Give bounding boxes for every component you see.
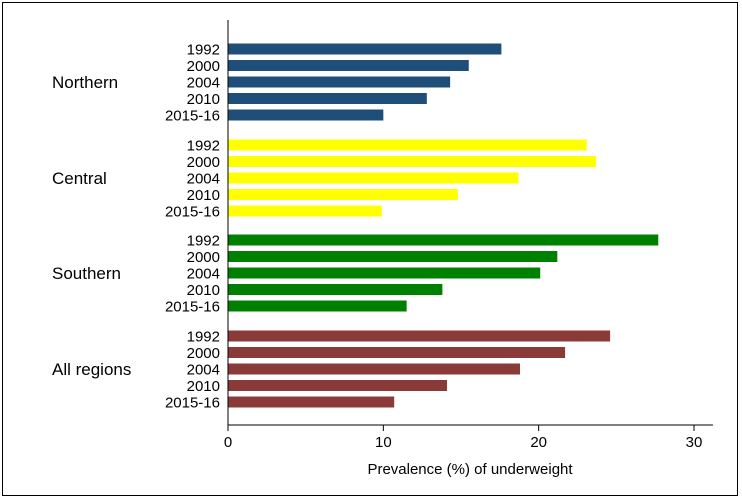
bar-southern-2015-16: [228, 300, 407, 312]
bar-northern-2010: [228, 93, 427, 104]
category-label: 2000: [187, 345, 220, 362]
bar-all-regions-2010: [228, 380, 448, 391]
category-label: 2010: [187, 187, 220, 204]
x-axis: 0 10 20 30: [224, 20, 713, 451]
category-label: 2004: [187, 362, 220, 379]
category-label: 1992: [187, 42, 220, 59]
category-label: 1992: [187, 233, 220, 250]
category-label: 1992: [187, 329, 220, 346]
bar-southern-2000: [228, 251, 558, 262]
category-label: 2000: [187, 154, 220, 171]
bar-northern-2000: [228, 60, 469, 71]
labels-layer: 19922000200420102015-16Northern199220002…: [52, 42, 220, 412]
category-label: 2015-16: [165, 108, 220, 125]
category-label: 1992: [187, 138, 220, 155]
group-label-northern: Northern: [52, 73, 118, 92]
bar-all-regions-2015-16: [228, 396, 395, 408]
bars-layer: [228, 43, 659, 408]
category-label: 2004: [187, 171, 220, 188]
category-label: 2015-16: [165, 299, 220, 316]
group-label-all-regions: All regions: [52, 360, 131, 379]
x-tick-label: 20: [530, 434, 547, 451]
bar-southern-1992: [228, 234, 659, 246]
bar-northern-1992: [228, 43, 502, 55]
bar-central-2000: [228, 156, 597, 167]
group-label-central: Central: [52, 169, 107, 188]
bar-northern-2015-16: [228, 109, 384, 121]
bar-central-1992: [228, 139, 587, 151]
bar-southern-2010: [228, 284, 443, 295]
bar-northern-2004: [228, 76, 451, 88]
group-label-southern: Southern: [52, 264, 121, 283]
category-label: 2015-16: [165, 204, 220, 221]
category-label: 2000: [187, 249, 220, 266]
bar-all-regions-2000: [228, 347, 566, 358]
bar-southern-2004: [228, 267, 541, 279]
x-tick-label: 30: [686, 434, 703, 451]
bar-central-2015-16: [228, 205, 382, 217]
category-label: 2015-16: [165, 395, 220, 412]
category-label: 2010: [187, 91, 220, 108]
category-label: 2004: [187, 266, 220, 283]
bar-central-2010: [228, 189, 458, 200]
bar-all-regions-1992: [228, 330, 611, 342]
category-label: 2010: [187, 378, 220, 395]
bar-central-2004: [228, 172, 519, 184]
x-tick-label: 10: [375, 434, 392, 451]
x-axis-title: Prevalence (%) of underweight: [367, 461, 573, 478]
category-label: 2000: [187, 58, 220, 75]
x-tick-label: 0: [224, 434, 232, 451]
category-label: 2010: [187, 282, 220, 299]
category-label: 2004: [187, 75, 220, 92]
bar-all-regions-2004: [228, 363, 521, 375]
